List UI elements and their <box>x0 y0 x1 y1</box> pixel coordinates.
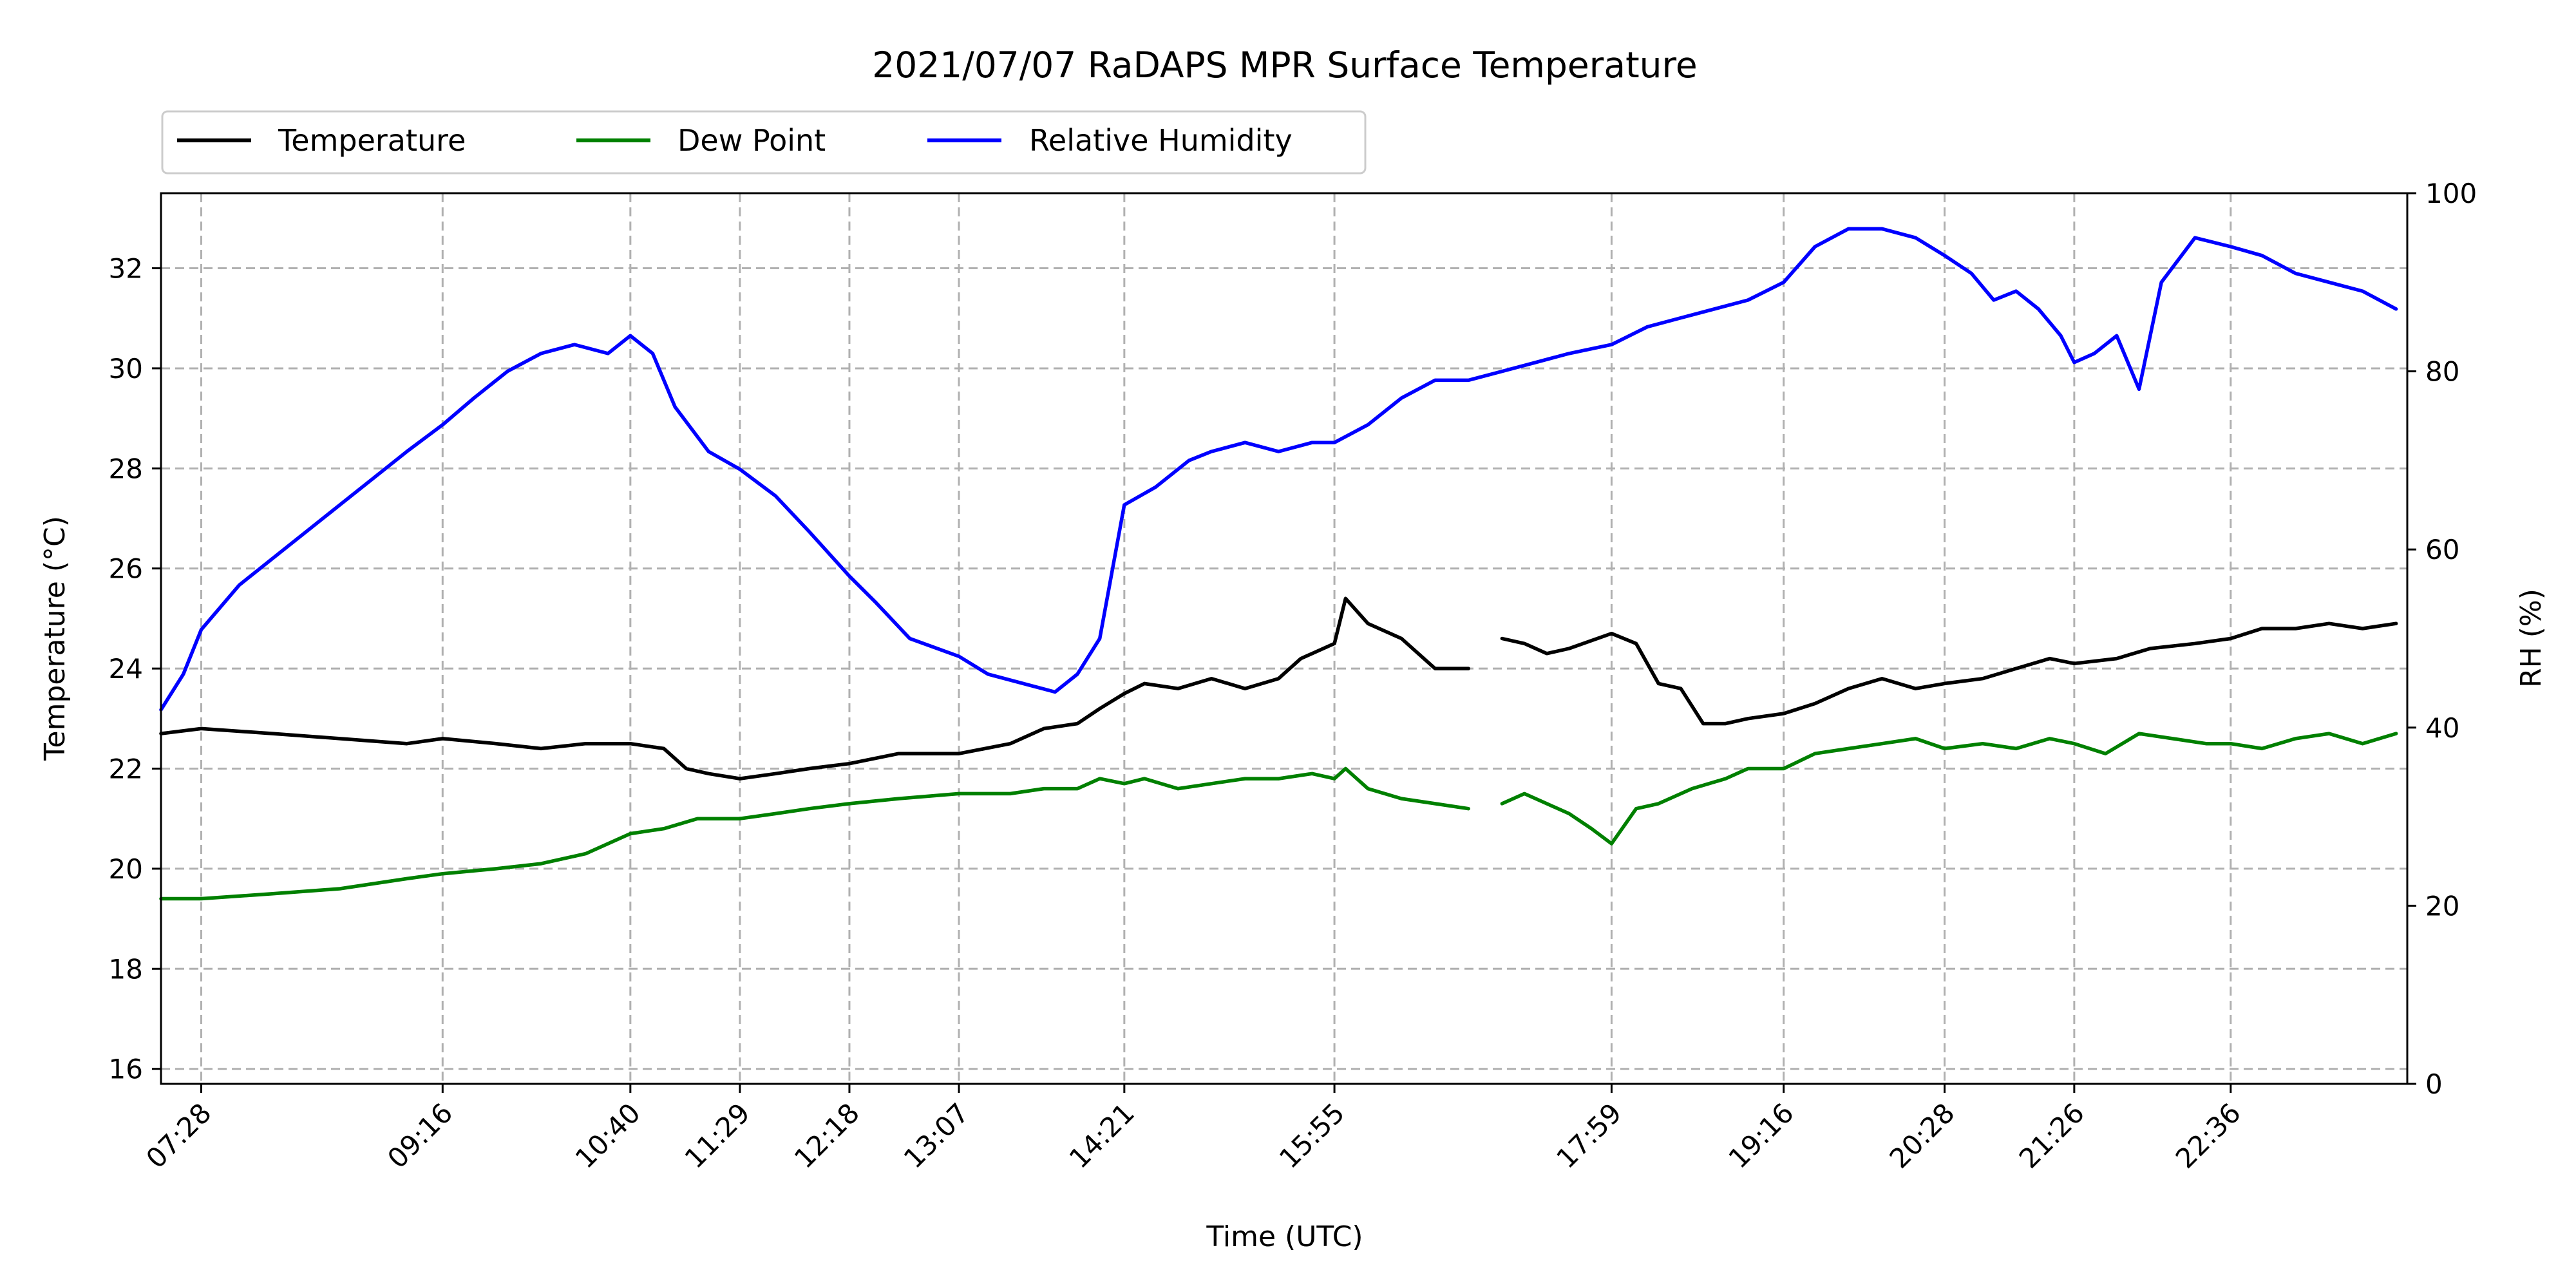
y-tick-label: 30 <box>109 353 143 384</box>
grid <box>161 193 2407 1084</box>
y-tick-label: 18 <box>109 953 143 985</box>
y2-tick-label: 60 <box>2425 534 2459 565</box>
y-axis-left: 16 18 20 22 24 26 28 30 32 <box>109 253 161 1085</box>
y2-tick-label: 40 <box>2425 712 2459 744</box>
y2-tick-label: 80 <box>2425 356 2459 388</box>
y-tick-label: 22 <box>109 753 143 785</box>
legend-box <box>161 110 1367 175</box>
y-axis-title: Temperature (°C) <box>39 516 71 761</box>
legend-label-relative-humidity: Relative Humidity <box>1029 123 1293 158</box>
y-tick-label: 28 <box>109 453 143 484</box>
chart-title: 2021/07/07 RaDAPS MPR Surface Temperatur… <box>872 44 1698 86</box>
series-line-dew-point <box>159 732 2398 901</box>
series-line-relative-humidity <box>159 227 2398 712</box>
y2-tick-label: 20 <box>2425 890 2459 922</box>
legend: Temperature Dew Point Relative Humidity <box>161 110 1367 175</box>
y-tick-label: 32 <box>109 253 143 285</box>
y2-tick-label: 100 <box>2425 178 2477 209</box>
x-axis-title: Time (UTC) <box>1206 1220 1363 1253</box>
plot-frame <box>160 192 2409 1085</box>
y2-axis-title: RH (%) <box>2515 589 2548 688</box>
series-layer <box>159 227 2398 901</box>
legend-label-dew-point: Dew Point <box>677 123 826 158</box>
y-tick-label: 26 <box>109 553 143 585</box>
y-tick-label: 24 <box>109 653 143 685</box>
legend-label-temperature: Temperature <box>278 123 466 158</box>
y-axis-right: 0 20 40 60 80 100 <box>2407 178 2477 1100</box>
y2-tick-label: 0 <box>2425 1068 2443 1100</box>
y-tick-label: 16 <box>109 1054 143 1085</box>
series-line-temperature <box>159 596 2398 781</box>
y-tick-label: 20 <box>109 853 143 885</box>
